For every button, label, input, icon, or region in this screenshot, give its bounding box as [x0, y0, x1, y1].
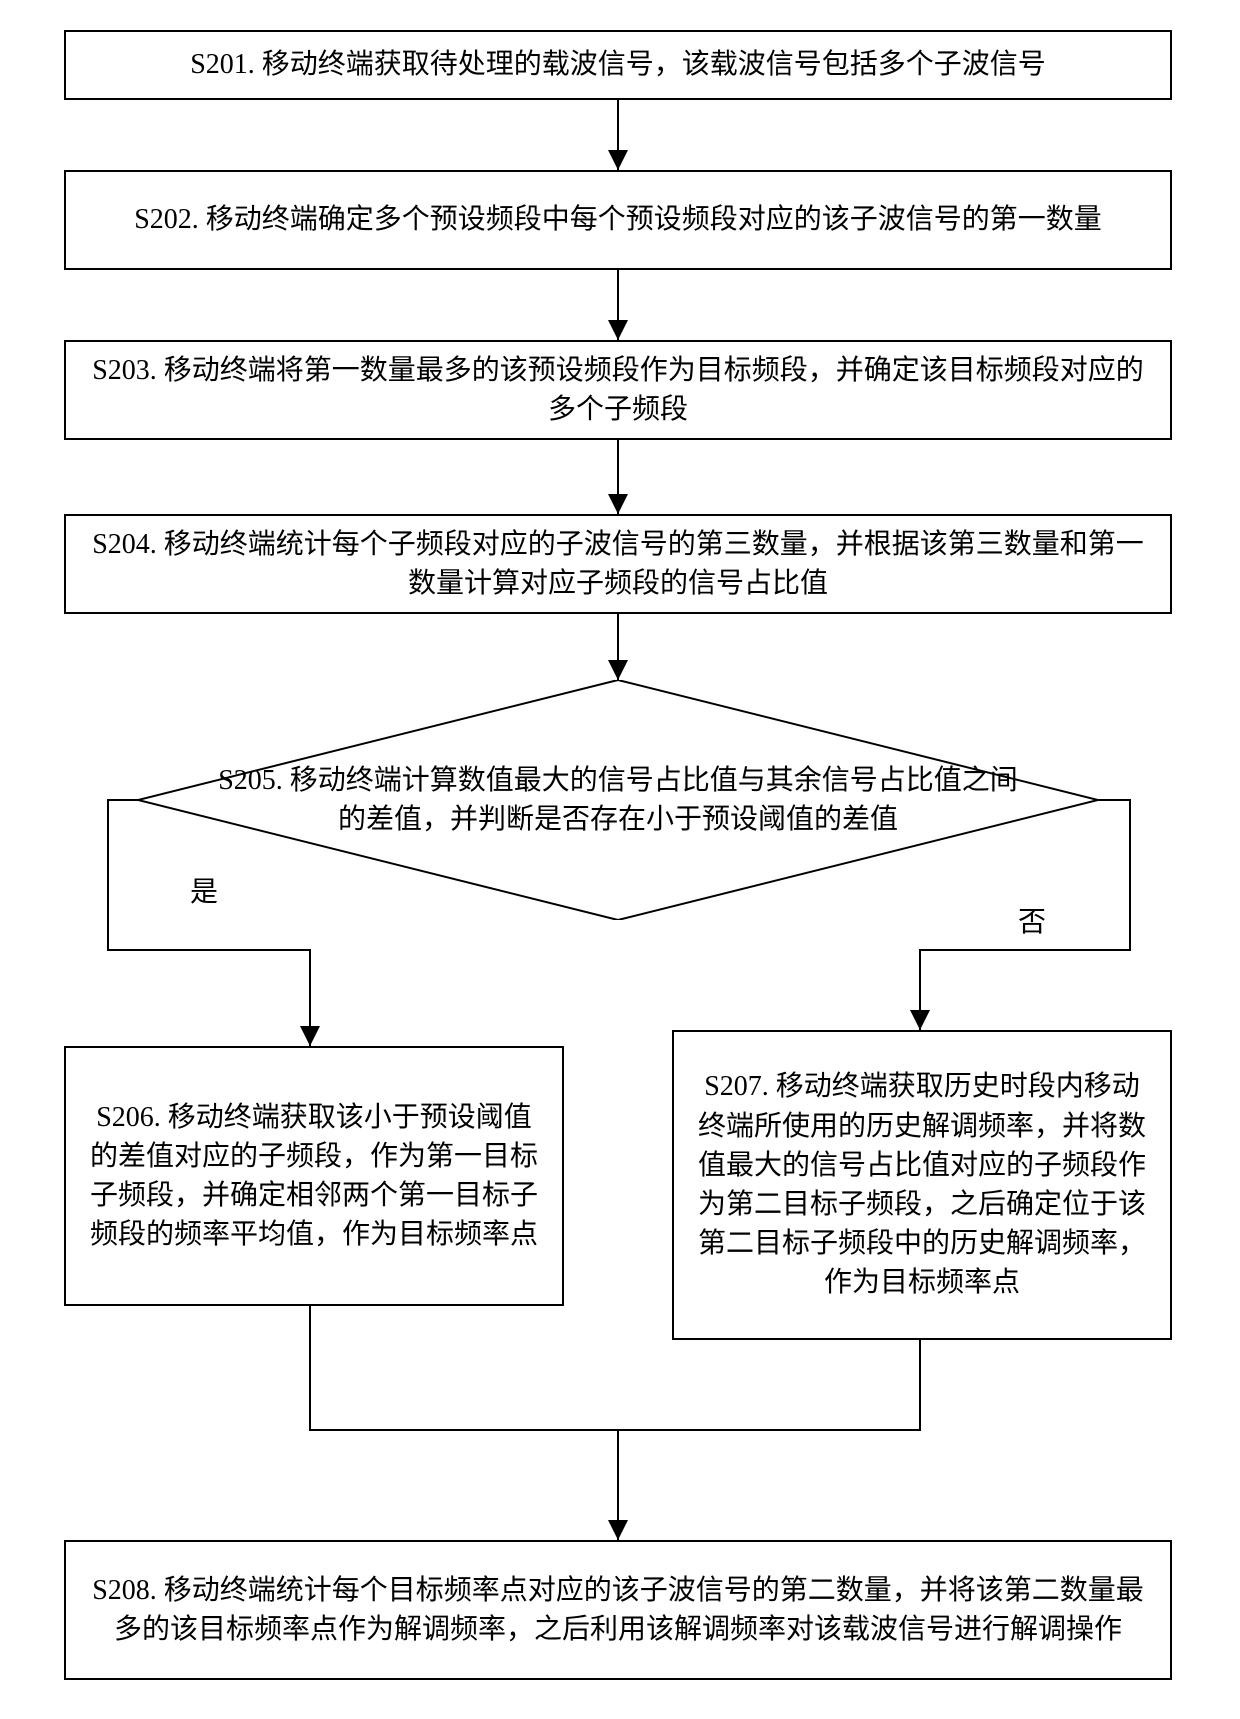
branch-label-yes: 是 — [190, 870, 218, 910]
flow-node-s206: S206. 移动终端获取该小于预设阈值的差值对应的子频段，作为第一目标子频段，并… — [64, 1046, 564, 1306]
node-text: S207. 移动终端获取历史时段内移动终端所使用的历史解调频率，并将数值最大的信… — [694, 1067, 1150, 1302]
node-text: S204. 移动终端统计每个子频段对应的子波信号的第三数量，并根据该第三数量和第… — [86, 525, 1150, 603]
label-text: 是 — [190, 877, 218, 908]
node-text: S206. 移动终端获取该小于预设阈值的差值对应的子频段，作为第一目标子频段，并… — [86, 1098, 542, 1255]
branch-label-no: 否 — [1018, 900, 1046, 940]
flow-node-s208: S208. 移动终端统计每个目标频率点对应的该子波信号的第二数量，并将该第二数量… — [64, 1540, 1172, 1680]
flow-decision-s205: S205. 移动终端计算数值最大的信号占比值与其余信号占比值之间的差值，并判断是… — [138, 680, 1098, 920]
node-text: S201. 移动终端获取待处理的载波信号，该载波信号包括多个子波信号 — [190, 45, 1046, 84]
flow-node-s203: S203. 移动终端将第一数量最多的该预设频段作为目标频段，并确定该目标频段对应… — [64, 340, 1172, 440]
node-text: S203. 移动终端将第一数量最多的该预设频段作为目标频段，并确定该目标频段对应… — [86, 351, 1150, 429]
label-text: 否 — [1018, 907, 1046, 938]
node-text: S202. 移动终端确定多个预设频段中每个预设频段对应的该子波信号的第一数量 — [134, 200, 1102, 239]
flow-node-s202: S202. 移动终端确定多个预设频段中每个预设频段对应的该子波信号的第一数量 — [64, 170, 1172, 270]
flow-node-s204: S204. 移动终端统计每个子频段对应的子波信号的第三数量，并根据该第三数量和第… — [64, 514, 1172, 614]
node-text: S208. 移动终端统计每个目标频率点对应的该子波信号的第二数量，并将该第二数量… — [86, 1571, 1150, 1649]
node-text: S205. 移动终端计算数值最大的信号占比值与其余信号占比值之间的差值，并判断是… — [218, 761, 1018, 839]
flow-node-s201: S201. 移动终端获取待处理的载波信号，该载波信号包括多个子波信号 — [64, 30, 1172, 100]
flow-node-s207: S207. 移动终端获取历史时段内移动终端所使用的历史解调频率，并将数值最大的信… — [672, 1030, 1172, 1340]
